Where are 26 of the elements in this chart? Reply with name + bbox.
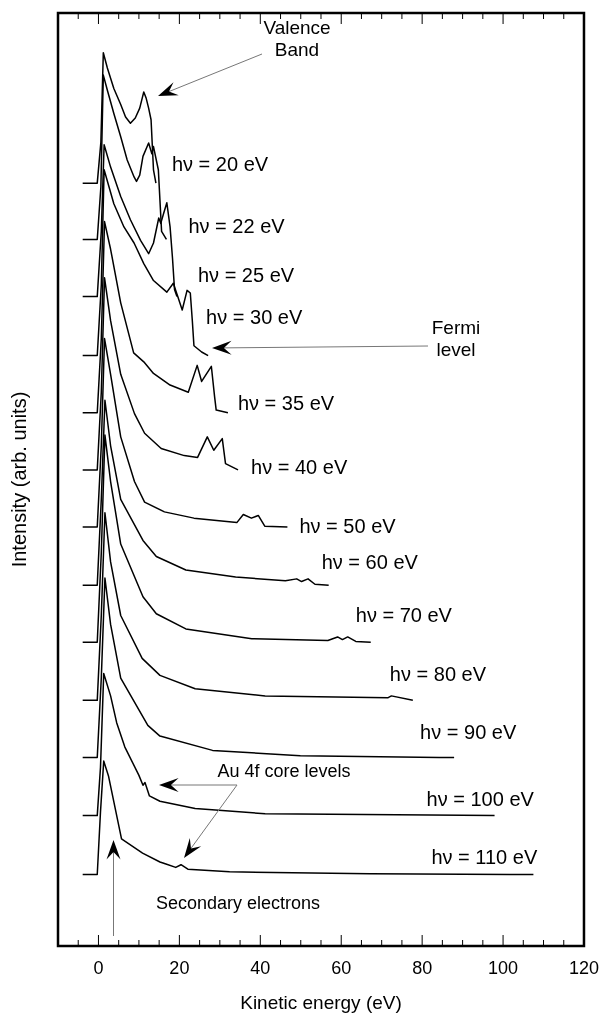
- series-label: hν = 80 eV: [389, 662, 487, 685]
- x-tick-label: 120: [568, 957, 600, 978]
- series-label: hν = 50 eV: [299, 514, 397, 537]
- series-label: hν = 100 eV: [426, 788, 535, 811]
- series-label: hν = 25 eV: [197, 264, 295, 287]
- annotation: Valence Band: [263, 17, 331, 61]
- series-label: hν = 110 eV: [431, 846, 538, 869]
- x-axis-title: Kinetic energy (eV): [240, 991, 402, 1013]
- series-label: hν = 30 eV: [206, 306, 303, 329]
- x-tick-label: 60: [331, 957, 352, 978]
- x-tick-label: 40: [250, 957, 271, 978]
- y-axis-title: Intensity (arb. units): [7, 391, 30, 568]
- series-label: hν = 70 eV: [355, 603, 453, 626]
- x-tick-label: 100: [488, 957, 519, 978]
- series-label: hν = 20 eV: [171, 152, 269, 175]
- series-label: hν = 60 eV: [321, 550, 419, 573]
- series-label: hν = 35 eV: [237, 392, 335, 415]
- x-tick-label: 80: [412, 957, 433, 978]
- series-label: hν = 22 eV: [188, 214, 286, 237]
- series-label: hν = 40 eV: [251, 456, 348, 479]
- x-tick-label: 0: [93, 957, 104, 978]
- x-tick-label: 20: [169, 957, 190, 978]
- annotation: Au 4f core levels: [217, 760, 351, 781]
- annotation: Fermi level: [431, 317, 481, 361]
- annotation: Secondary electrons: [155, 892, 321, 913]
- series-label: hν = 90 eV: [420, 721, 517, 744]
